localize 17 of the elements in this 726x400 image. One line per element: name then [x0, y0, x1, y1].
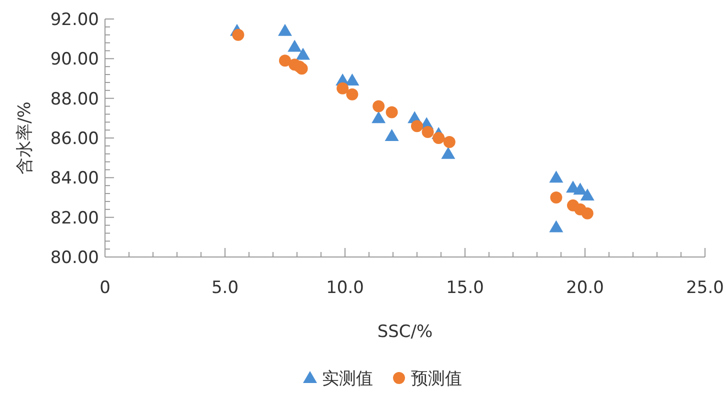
- x-tick-label: 20.0: [566, 278, 604, 298]
- x-axis-title: SSC/%: [377, 322, 433, 342]
- x-tick-label: 10.0: [326, 278, 364, 298]
- legend-label: 实测值: [322, 369, 373, 389]
- y-tick-label: 90.00: [50, 50, 99, 70]
- y-tick-label: 84.00: [50, 168, 99, 189]
- legend-label: 预测值: [411, 369, 462, 389]
- y-tick-label: 80.00: [50, 248, 99, 268]
- x-tick-label: 0: [100, 278, 110, 298]
- x-tick-label: 25.0: [686, 278, 724, 298]
- y-tick-label: 86.00: [50, 129, 99, 149]
- x-tick-label: 5.0: [211, 278, 239, 298]
- y-tick-label: 88.00: [50, 89, 99, 110]
- y-axis-title: 含水率/%: [15, 102, 35, 174]
- x-tick-label: 15.0: [446, 278, 484, 298]
- y-tick-label: 92.00: [50, 10, 99, 30]
- y-tick-label: 82.00: [50, 208, 99, 228]
